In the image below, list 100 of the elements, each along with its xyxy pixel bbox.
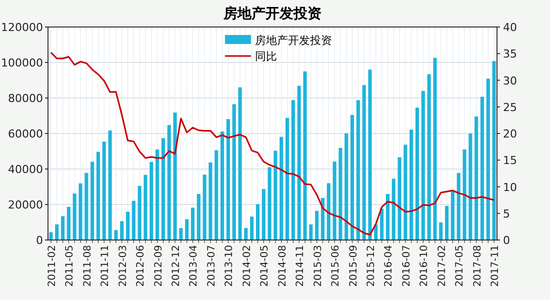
bar	[486, 78, 490, 240]
bar	[439, 222, 443, 240]
bar	[380, 208, 384, 240]
x-tick-label: 2015-06	[330, 245, 342, 287]
bar	[49, 232, 53, 240]
x-tick-label: 2013-07	[206, 245, 218, 287]
bar	[410, 130, 414, 240]
bar	[232, 104, 236, 240]
x-tick-label: 2011-08	[82, 245, 94, 287]
bar	[256, 204, 260, 240]
x-tick-label: 2017-11	[490, 245, 502, 287]
bar	[167, 124, 171, 240]
bar	[468, 134, 472, 240]
x-tick-label: 2013-10	[224, 245, 236, 287]
bar	[150, 162, 154, 240]
line-series	[50, 52, 495, 236]
y-tick-label: 80000	[8, 92, 43, 105]
x-tick-label: 2013-04	[188, 245, 200, 287]
x-tick-label: 2015-12	[366, 245, 377, 287]
bar	[72, 193, 76, 240]
x-tick-label: 2011-05	[64, 245, 76, 287]
bar	[238, 87, 242, 240]
bar	[126, 212, 130, 240]
x-tick-label: 2012-03	[118, 245, 129, 287]
bar	[315, 210, 319, 240]
bar	[492, 61, 496, 240]
bar	[214, 150, 218, 240]
bar	[480, 96, 484, 240]
y2-tick-label: 25	[503, 100, 517, 114]
bar	[338, 148, 342, 240]
x-tick-label: 2012-06	[136, 245, 147, 287]
bar	[102, 142, 106, 240]
y2-tick-label: 5	[503, 207, 510, 220]
bar	[220, 132, 224, 240]
bar	[173, 112, 177, 240]
bar	[450, 190, 454, 240]
bar	[144, 174, 148, 240]
bar	[285, 118, 290, 240]
bar	[84, 172, 88, 240]
bar	[161, 138, 165, 240]
x-tick-label: 2014-02	[242, 245, 253, 287]
bar	[268, 167, 272, 240]
bar	[120, 221, 124, 240]
bar	[356, 100, 360, 240]
y-tick-label: 120000	[1, 21, 43, 34]
bar	[250, 216, 254, 240]
x-tick-label: 2014-11	[295, 245, 306, 287]
bar	[108, 130, 112, 240]
bar	[66, 206, 70, 240]
x-tick-label: 2017-05	[454, 245, 466, 287]
y2-tick-label: 40	[503, 21, 517, 34]
x-tick-label: 2014-08	[277, 245, 288, 287]
bar	[185, 219, 189, 240]
bar	[462, 149, 466, 240]
x-tick-label: 2015-09	[348, 245, 360, 287]
bar	[90, 162, 94, 240]
bar	[309, 224, 313, 240]
bar	[427, 74, 431, 240]
y-tick-label: 40000	[8, 163, 43, 176]
bar	[404, 144, 408, 240]
legend-label: 房地产开发投资	[255, 34, 332, 47]
x-tick-label: 2012-09	[153, 245, 164, 287]
y2-tick-label: 20	[503, 128, 517, 140]
y2-tick-label: 30	[503, 74, 517, 88]
x-tick-label: 2016-04	[384, 245, 395, 287]
x-tick-label: 2012-12	[171, 245, 182, 287]
y2-tick-label: 0	[503, 234, 510, 247]
x-tick-label: 2017-08	[472, 245, 484, 287]
bar	[362, 85, 366, 240]
bar	[398, 157, 402, 240]
legend-label: 同比	[255, 50, 277, 63]
chart-title: 房地产开发投资	[222, 5, 322, 22]
x-tick-label: 2015-03	[312, 245, 324, 287]
bar	[350, 114, 354, 240]
bar	[78, 183, 82, 240]
x-tick-label: 2011-02	[46, 245, 58, 287]
bar	[421, 90, 425, 240]
bar	[344, 133, 348, 240]
y-tick-label: 0	[36, 234, 43, 247]
x-tick-label: 2011-11	[100, 245, 112, 287]
bar	[196, 194, 200, 240]
bar	[274, 150, 278, 240]
bar	[392, 178, 396, 240]
bar	[60, 216, 65, 240]
bar	[368, 70, 372, 240]
y-tick-label: 20000	[8, 198, 43, 212]
bar	[190, 208, 195, 240]
y2-tick-label: 35	[503, 48, 517, 61]
bar	[297, 86, 301, 240]
bar	[202, 174, 206, 240]
bar	[262, 189, 266, 240]
bar	[96, 152, 100, 240]
bar	[55, 224, 59, 240]
bar	[433, 58, 437, 240]
bar	[179, 228, 183, 240]
x-tick-label: 2016-10	[419, 245, 430, 287]
y2-tick-label: 10	[503, 180, 517, 194]
bar	[456, 172, 460, 240]
bar	[445, 206, 449, 240]
bar	[208, 162, 212, 240]
